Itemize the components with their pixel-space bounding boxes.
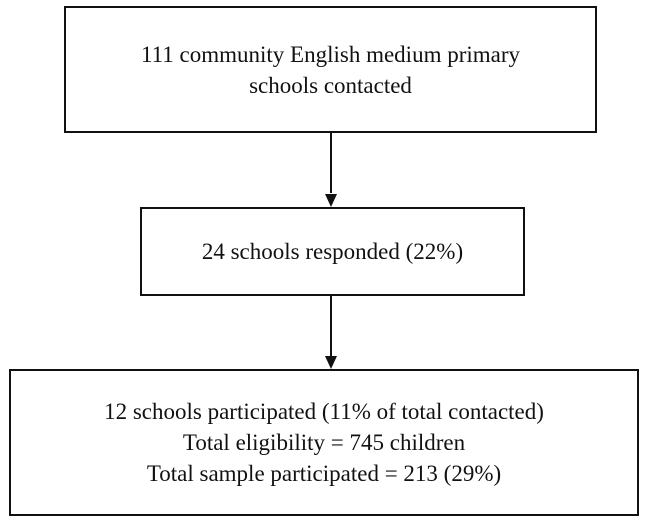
schools-contacted-line-1: 111 community English medium primary [140,41,521,67]
connector-line-2 [330,296,332,356]
arrow-down-icon [325,356,337,369]
schools-responded-line: 24 schools responded (22%) [201,239,464,264]
schools-participated-line: 12 schools participated (11% of total co… [104,399,544,424]
schools-responded-box: 24 schools responded (22%) [140,207,525,296]
arrow-down-icon [325,194,337,207]
schools-participated-box: 12 schools participated (11% of total co… [9,369,639,516]
total-sample-line: Total sample participated = 213 (29%) [146,461,502,486]
connector-line-1 [330,133,332,193]
schools-contacted-box: 111 community English medium primary sch… [64,6,597,133]
schools-contacted-line-2: schools contacted [249,72,412,98]
total-eligibility-line: Total eligibility = 745 children [182,430,466,455]
